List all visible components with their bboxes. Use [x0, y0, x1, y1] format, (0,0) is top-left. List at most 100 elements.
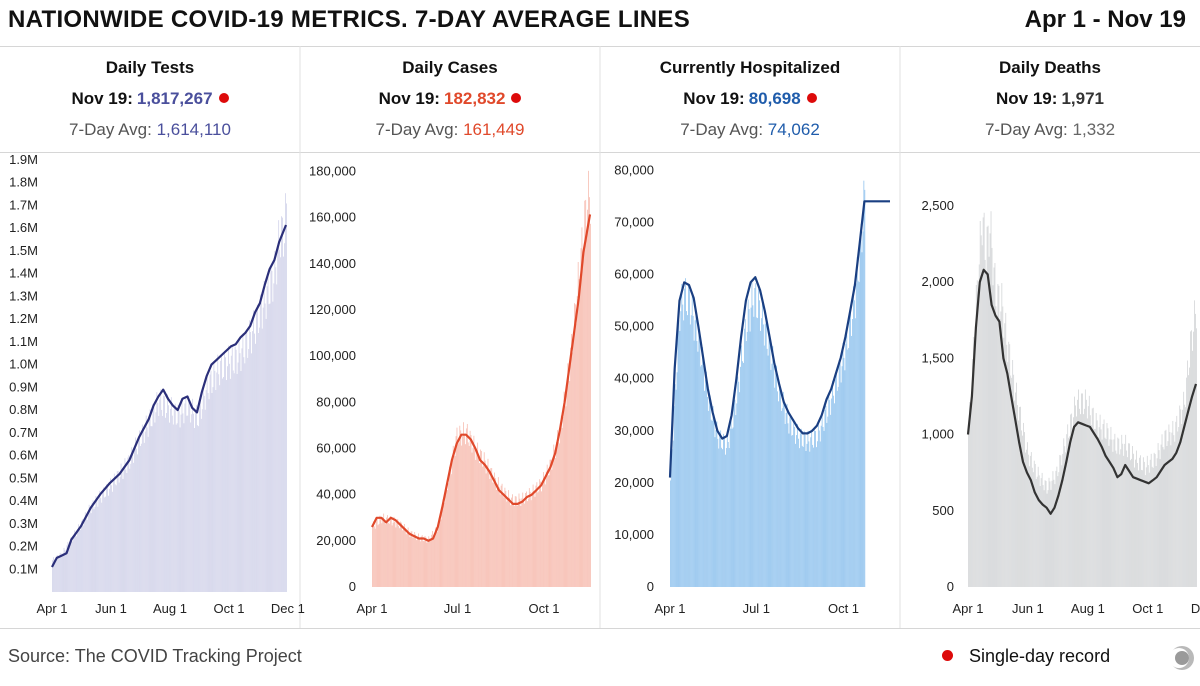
daily-bar	[518, 493, 520, 587]
avg-value: 74,062	[767, 120, 820, 139]
daily-bar	[422, 540, 424, 587]
daily-bar	[1187, 360, 1188, 587]
daily-bar	[404, 528, 406, 587]
daily-bar	[1013, 374, 1015, 587]
daily-bar	[543, 472, 544, 587]
daily-bar	[439, 517, 441, 587]
daily-bar	[57, 558, 59, 592]
daily-bar	[1103, 419, 1105, 587]
daily-bar	[78, 524, 79, 592]
daily-bar	[406, 530, 408, 587]
daily-bar	[1141, 470, 1143, 587]
daily-bar	[858, 282, 860, 587]
daily-bar	[815, 431, 816, 587]
daily-bar	[805, 451, 807, 587]
daily-bar	[748, 309, 750, 587]
daily-bar	[577, 262, 579, 587]
daily-bar	[55, 556, 57, 592]
daily-bar	[531, 492, 533, 587]
daily-bar	[157, 403, 159, 592]
daily-bar	[709, 395, 711, 587]
daily-bar	[400, 521, 401, 587]
daily-bar	[968, 430, 969, 587]
daily-bar	[1113, 439, 1115, 587]
daily-bar	[1120, 449, 1122, 587]
daily-bar	[689, 324, 691, 587]
daily-bar	[143, 442, 145, 592]
daily-bar	[987, 225, 989, 587]
daily-bar	[512, 494, 513, 587]
daily-bar	[1086, 418, 1088, 587]
daily-bar	[586, 231, 588, 588]
daily-bar	[1077, 399, 1078, 587]
panel-title: Daily Tests	[105, 58, 195, 77]
daily-bar	[1011, 377, 1013, 587]
daily-bar	[576, 296, 578, 587]
daily-bar	[92, 500, 94, 592]
daily-bar	[1015, 392, 1017, 587]
daily-bar	[747, 299, 749, 587]
daily-bar	[124, 458, 126, 592]
daily-bar	[1005, 312, 1007, 587]
daily-bar	[161, 409, 163, 592]
daily-bar	[844, 370, 846, 587]
daily-bar	[851, 335, 852, 587]
daily-bar	[503, 497, 505, 587]
daily-bar	[1139, 455, 1141, 587]
daily-bar	[1123, 455, 1125, 587]
y-tick-label: 1.0M	[9, 357, 38, 372]
daily-bar	[549, 459, 551, 587]
daily-bar	[462, 436, 464, 587]
daily-bar	[158, 415, 160, 592]
daily-bar	[835, 379, 836, 587]
daily-bar	[527, 498, 529, 587]
y-tick-label: 1.2M	[9, 311, 38, 326]
daily-bar	[405, 534, 407, 587]
daily-bar	[200, 418, 202, 592]
daily-bar	[394, 521, 396, 587]
daily-bar	[188, 395, 190, 592]
daily-bar	[1163, 449, 1165, 587]
daily-bar	[726, 436, 728, 587]
daily-bar	[786, 403, 788, 587]
daily-bar	[1091, 408, 1093, 587]
y-tick-label: 60,000	[316, 441, 356, 456]
daily-bar	[101, 502, 103, 592]
daily-bar	[694, 320, 696, 587]
daily-bar	[250, 332, 252, 592]
daily-bar	[63, 547, 65, 592]
daily-bar	[768, 331, 770, 587]
daily-bar	[254, 333, 255, 592]
daily-bar	[707, 410, 709, 587]
y-tick-label: 0	[647, 579, 654, 594]
daily-bar	[1022, 435, 1023, 587]
daily-bar	[413, 537, 415, 587]
daily-bar	[1066, 434, 1068, 587]
daily-bar	[690, 315, 692, 587]
daily-bar	[235, 349, 237, 592]
daily-bar	[451, 460, 453, 587]
chart-hospitalized: 0 10,000 20,000 30,000 40,000 50,000 60,000 70,…	[614, 162, 890, 616]
daily-bar	[1056, 466, 1058, 587]
daily-bar	[131, 447, 133, 592]
daily-bar	[237, 362, 239, 592]
daily-bar	[229, 378, 231, 592]
daily-bar	[140, 443, 142, 592]
daily-bar	[193, 413, 194, 592]
daily-bar	[481, 450, 482, 587]
daily-bar	[160, 389, 162, 592]
latest-value: 80,698	[748, 89, 801, 108]
daily-bar	[1119, 454, 1121, 587]
daily-bar	[823, 430, 825, 587]
avg-row: 7-Day Avg: 1,614,110	[0, 120, 300, 140]
daily-bar	[169, 408, 171, 592]
daily-bar	[790, 415, 792, 587]
daily-bar	[243, 357, 245, 592]
daily-bar	[1179, 405, 1181, 587]
daily-bar	[279, 249, 281, 593]
daily-bar	[423, 541, 425, 587]
daily-bar	[1076, 416, 1077, 587]
daily-bar	[727, 442, 729, 587]
daily-bar	[1195, 313, 1196, 587]
daily-bar	[1044, 480, 1046, 587]
